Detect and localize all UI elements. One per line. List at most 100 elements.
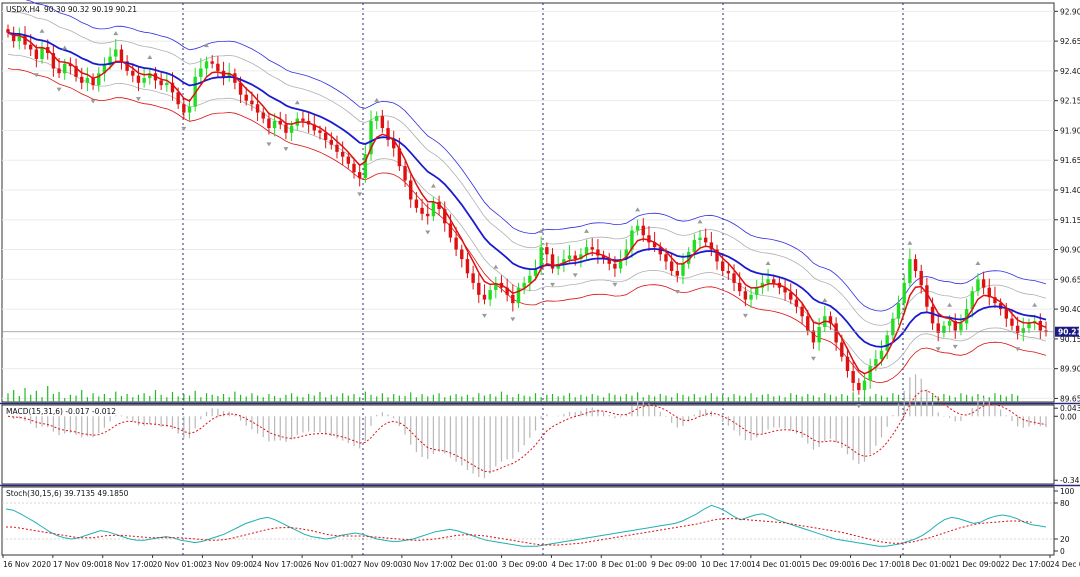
fractal-up-marker [204, 43, 210, 48]
candle-body [57, 68, 61, 74]
candle-body [369, 120, 373, 155]
candle-body [715, 249, 719, 262]
candle-body [238, 82, 243, 95]
candle-body [426, 213, 430, 217]
candle-body [244, 94, 248, 101]
candle-body [80, 76, 84, 83]
candle-body [698, 237, 702, 241]
candle-body [618, 259, 623, 269]
candle-body [6, 29, 10, 33]
candle-body [613, 263, 617, 269]
fractal-down-marker [33, 73, 39, 78]
fractal-down-marker [135, 97, 141, 102]
candle-body [533, 268, 538, 276]
candle-body [885, 335, 889, 351]
candle-body [516, 287, 521, 304]
candle-body [845, 356, 850, 372]
candle-body [675, 270, 680, 276]
x-tick-label: 26 Nov 01:00 [302, 560, 353, 569]
candle-body [63, 63, 67, 74]
y-tick-label: 92.15 [1060, 97, 1080, 106]
y-tick-label: 92.40 [1060, 67, 1080, 76]
candle-body [641, 225, 645, 236]
fractal-up-marker [697, 219, 703, 224]
candle-body [392, 139, 396, 149]
candle-body [34, 49, 39, 59]
candle-body [590, 247, 594, 250]
candle-body [596, 249, 600, 256]
candle-body [630, 230, 634, 250]
candle-body [170, 82, 175, 93]
candle-body [255, 104, 260, 113]
candle-body [891, 318, 895, 336]
x-tick-label: 15 Dec 09:00 [801, 560, 852, 569]
candle-body [635, 225, 640, 231]
candle-body [68, 63, 73, 67]
candle-body [125, 61, 129, 71]
slow-moving-average-line [7, 31, 1047, 348]
fractal-down-marker [481, 313, 487, 318]
fractal-down-marker [56, 87, 62, 92]
stoch-y-tick-label: 0 [1060, 547, 1065, 556]
candle-body [647, 235, 651, 243]
candle-body [732, 273, 736, 283]
candle-body [1027, 323, 1031, 329]
candle-body [176, 92, 180, 105]
candle-body [199, 68, 203, 77]
candle-body [1044, 330, 1048, 332]
y-tick-label: 91.90 [1060, 126, 1080, 135]
candle-body [312, 124, 316, 131]
candle-body [227, 73, 231, 77]
candle-body [709, 242, 714, 250]
x-tick-label: 24 Nov 17:00 [252, 560, 303, 569]
candle-body [465, 259, 470, 274]
candle-body [272, 120, 277, 129]
candle-body [811, 330, 816, 343]
candle-body [925, 285, 929, 307]
chart-symbol-label: USDX,H4 [6, 5, 40, 14]
candle-body [51, 53, 56, 69]
candle-body [828, 316, 833, 324]
candle-body [403, 166, 407, 181]
candle-body [545, 247, 549, 255]
y-tick-label: 89.65 [1060, 394, 1080, 403]
candle-body [131, 70, 135, 76]
y-tick-label: 92.90 [1060, 7, 1080, 16]
candle-body [964, 309, 969, 324]
candle-body [142, 78, 146, 83]
fractal-down-marker [357, 192, 363, 197]
candle-body [1010, 318, 1014, 326]
y-tick-label: 91.15 [1060, 216, 1080, 225]
fractal-up-marker [430, 183, 436, 188]
fractal-down-marker [952, 344, 958, 349]
candle-body [301, 118, 305, 121]
candle-body [800, 306, 804, 317]
macd-header-label: MACD(15,31,6) -0.017 -0.012 [6, 407, 116, 416]
x-tick-label: 27 Nov 09:00 [352, 560, 403, 569]
candle-body [726, 270, 731, 274]
candle-body [834, 323, 838, 343]
candle-body [562, 259, 566, 264]
candle-body [454, 237, 458, 250]
candle-body [159, 80, 163, 86]
candle-body [460, 249, 464, 260]
candle-body [942, 325, 946, 333]
candle-body [681, 263, 685, 276]
candle-body [431, 201, 436, 217]
candle-body [528, 275, 532, 283]
candle-body [148, 73, 152, 79]
x-tick-label: 23 Nov 09:00 [202, 560, 253, 569]
stoch-header-label: Stoch(30,15,6) 39.7135 49.1850 [6, 489, 129, 498]
candle-body [17, 35, 22, 42]
macd-y-tick-label: 0.043 [1060, 404, 1080, 413]
candle-body [204, 61, 209, 69]
candle-body [789, 292, 793, 300]
candle-body [187, 106, 192, 113]
x-tick-label: 21 Dec 09:00 [950, 560, 1001, 569]
candle-body [987, 287, 991, 298]
stoch-main-line [5, 504, 1047, 547]
candle-body [329, 139, 334, 145]
candle-body [862, 380, 867, 391]
y-tick-label: 91.65 [1060, 156, 1080, 165]
